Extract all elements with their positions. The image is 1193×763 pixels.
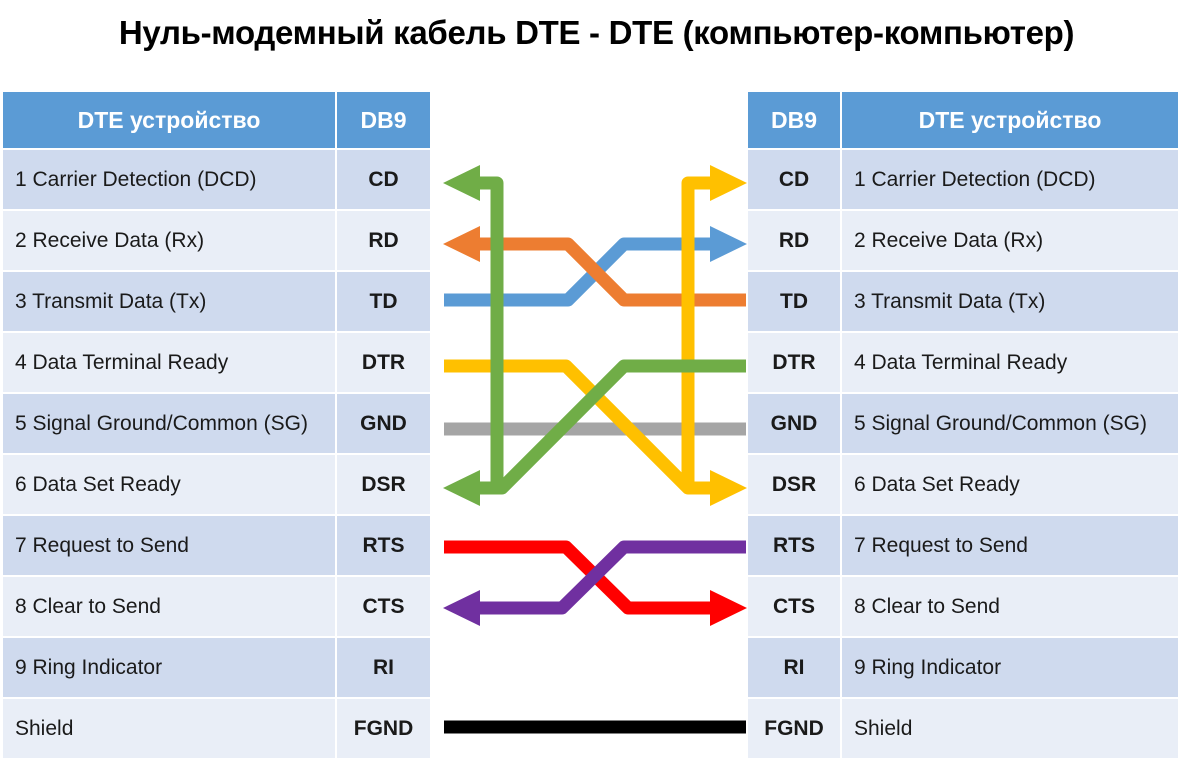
pin-description: 6 Data Set Ready [842, 455, 1178, 514]
table-row: 5 Signal Ground/Common (SG) GND [3, 394, 430, 453]
pin-description: Shield [3, 699, 335, 758]
table-row: RTS 7 Request to Send [748, 516, 1178, 575]
header-db9: DB9 [748, 92, 840, 148]
pin-description: 4 Data Terminal Ready [842, 333, 1178, 392]
table-row: CTS 8 Clear to Send [748, 577, 1178, 636]
pin-description: 4 Data Terminal Ready [3, 333, 335, 392]
table-row: TD 3 Transmit Data (Tx) [748, 272, 1178, 331]
pin-description: 5 Signal Ground/Common (SG) [3, 394, 335, 453]
pin-description: 2 Receive Data (Rx) [3, 211, 335, 270]
pin-description: Shield [842, 699, 1178, 758]
table-row: 9 Ring Indicator RI [3, 638, 430, 697]
arrow-right-icon [710, 590, 747, 626]
pin-code: CD [337, 150, 430, 209]
pin-code: CTS [748, 577, 840, 636]
pin-description: 2 Receive Data (Rx) [842, 211, 1178, 270]
left-pinout-table: DTE устройство DB9 1 Carrier Detection (… [1, 90, 432, 760]
pin-code: DSR [748, 455, 840, 514]
right-pinout-table: DB9 DTE устройство CD 1 Carrier Detection… [746, 90, 1180, 760]
table-row: RI 9 Ring Indicator [748, 638, 1178, 697]
header-device: DTE устройство [842, 92, 1178, 148]
arrow-left-icon [443, 226, 480, 262]
table-row: FGND Shield [748, 699, 1178, 758]
pin-description: 1 Carrier Detection (DCD) [842, 150, 1178, 209]
pin-code: RTS [748, 516, 840, 575]
pin-code: RI [337, 638, 430, 697]
pin-description: 3 Transmit Data (Tx) [842, 272, 1178, 331]
wire-dtr-to-dsr-cd [444, 176, 718, 495]
table-row: 8 Clear to Send CTS [3, 577, 430, 636]
pin-code: RD [748, 211, 840, 270]
table-row: 6 Data Set Ready DSR [3, 455, 430, 514]
arrow-right-icon [710, 226, 747, 262]
pin-code: RD [337, 211, 430, 270]
pin-description: 7 Request to Send [3, 516, 335, 575]
pin-code: FGND [337, 699, 430, 758]
page-title: Нуль-модемный кабель DTE - DTE (компьюте… [118, 14, 1075, 51]
arrow-left-icon [443, 165, 480, 201]
pin-code: DSR [337, 455, 430, 514]
table-row: Shield FGND [3, 699, 430, 758]
table-row: 1 Carrier Detection (DCD) CD [3, 150, 430, 209]
pin-code: CD [748, 150, 840, 209]
table-row: CD 1 Carrier Detection (DCD) [748, 150, 1178, 209]
table-row: RD 2 Receive Data (Rx) [748, 211, 1178, 270]
pin-description: 6 Data Set Ready [3, 455, 335, 514]
table-header: DB9 DTE устройство [748, 92, 1178, 148]
wire-rts-to-cts [444, 540, 718, 615]
table-row: DSR 6 Data Set Ready [748, 455, 1178, 514]
pin-description: 9 Ring Indicator [3, 638, 335, 697]
pin-code: TD [337, 272, 430, 331]
header-device: DTE устройство [3, 92, 335, 148]
pin-description: 3 Transmit Data (Tx) [3, 272, 335, 331]
table-header: DTE устройство DB9 [3, 92, 430, 148]
pin-code: CTS [337, 577, 430, 636]
pin-description: 5 Signal Ground/Common (SG) [842, 394, 1178, 453]
wire-dtr-to-dsr-cd-reverse [472, 176, 746, 495]
pin-code: GND [337, 394, 430, 453]
pin-description: 8 Clear to Send [842, 577, 1178, 636]
header-db9: DB9 [337, 92, 430, 148]
table-row: 3 Transmit Data (Tx) TD [3, 272, 430, 331]
pin-description: 1 Carrier Detection (DCD) [3, 150, 335, 209]
table-row: 2 Receive Data (Rx) RD [3, 211, 430, 270]
table-row: 7 Request to Send RTS [3, 516, 430, 575]
pin-code: FGND [748, 699, 840, 758]
pin-code: RI [748, 638, 840, 697]
pin-code: RTS [337, 516, 430, 575]
pin-description: 9 Ring Indicator [842, 638, 1178, 697]
arrow-right-icon [710, 165, 747, 201]
pin-description: 8 Clear to Send [3, 577, 335, 636]
pin-code: GND [748, 394, 840, 453]
pin-description: 7 Request to Send [842, 516, 1178, 575]
wire-rts-to-cts-reverse [472, 540, 746, 615]
table-row: DTR 4 Data Terminal Ready [748, 333, 1178, 392]
arrow-left-icon [443, 590, 480, 626]
table-row: GND 5 Signal Ground/Common (SG) [748, 394, 1178, 453]
pin-code: DTR [748, 333, 840, 392]
table-row: 4 Data Terminal Ready DTR [3, 333, 430, 392]
arrow-right-icon [710, 470, 747, 506]
pin-code: DTR [337, 333, 430, 392]
arrow-left-icon [443, 470, 480, 506]
pin-code: TD [748, 272, 840, 331]
